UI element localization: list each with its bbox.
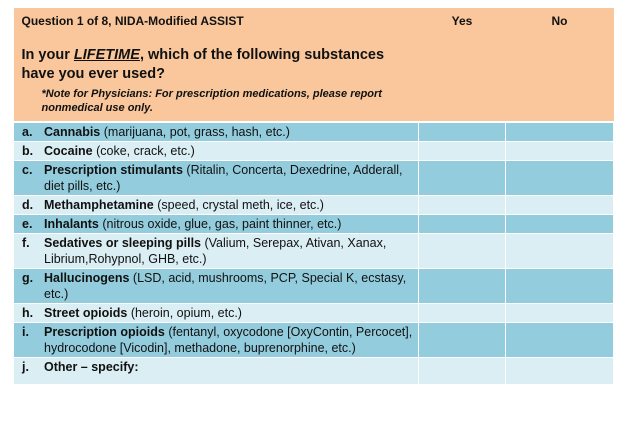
no-answer-cell[interactable]: [505, 233, 614, 269]
substance-examples: (LSD, acid, mushrooms, PCP, Special K, e…: [44, 271, 407, 301]
row-letter: h.: [22, 306, 34, 320]
substance-examples: (speed, crystal meth, ice, etc.): [153, 198, 324, 212]
substance-examples: (fentanyl, oxycodone [OxyContin, Percoce…: [44, 325, 413, 355]
yes-answer-cell[interactable]: [418, 357, 506, 385]
yes-answer-cell[interactable]: [418, 214, 506, 234]
no-answer-cell[interactable]: [505, 303, 614, 323]
yes-answer-cell[interactable]: [418, 233, 506, 269]
no-answer-cell[interactable]: [505, 322, 614, 358]
physician-note: *Note for Physicians: For prescription m…: [41, 88, 382, 114]
yes-answer-cell[interactable]: [418, 268, 506, 304]
substance-name: Methamphetamine: [44, 198, 154, 212]
substance-name: Prescription stimulants: [44, 163, 183, 177]
row-letter: i.: [22, 325, 29, 339]
row-letter: j.: [22, 360, 29, 374]
no-answer-cell[interactable]: [505, 214, 614, 234]
substance-row-f: f. Sedatives or sleeping pills (Valium, S…: [13, 233, 614, 269]
substance-name: Cocaine: [44, 144, 93, 158]
substance-row-d: d. Methamphetamine (speed, crystal meth, …: [13, 195, 614, 215]
substance-name: Street opioids: [44, 306, 128, 320]
no-column-header: No: [505, 8, 614, 123]
substance-row-a: a. Cannabis (marijuana, pot, grass, hash,…: [13, 121, 614, 142]
yes-answer-cell[interactable]: [418, 195, 506, 215]
no-answer-cell[interactable]: [505, 195, 614, 215]
assist-question-table: Question 1 of 8, NIDA-Modified ASSIST In…: [13, 8, 614, 385]
row-letter: d.: [22, 198, 34, 212]
substance-examples: (Ritalin, Concerta, Dexedrine, Adderall,…: [44, 163, 403, 193]
question-text: In your LIFETIME, which of the following…: [22, 46, 413, 84]
substance-name: Inhalants: [44, 217, 99, 231]
substance-row-g: g. Hallucinogens (LSD, acid, mushrooms, P…: [13, 268, 614, 304]
substance-row-e: e. Inhalants (nitrous oxide, glue, gas, p…: [13, 214, 614, 234]
lifetime-emphasis: LIFETIME: [73, 47, 140, 63]
row-letter: g.: [22, 271, 34, 285]
question-header: Question 1 of 8, NIDA-Modified ASSIST In…: [13, 8, 614, 123]
substance-name: Other – specify:: [44, 360, 139, 374]
substance-examples: (coke, crack, etc.): [92, 144, 195, 158]
row-letter: c.: [22, 163, 33, 177]
yes-answer-cell[interactable]: [418, 160, 506, 196]
substance-name: Hallucinogens: [44, 271, 130, 285]
substance-name: Cannabis: [44, 125, 101, 139]
yes-answer-cell[interactable]: [418, 141, 506, 161]
no-answer-cell[interactable]: [505, 141, 614, 161]
no-answer-cell[interactable]: [505, 268, 614, 304]
question-cell: Question 1 of 8, NIDA-Modified ASSIST In…: [13, 8, 419, 123]
substance-row-i: i. Prescription opioids (fentanyl, oxycod…: [13, 322, 614, 358]
question-prefix: In your: [21, 47, 74, 63]
substance-name: Prescription opioids: [44, 325, 165, 339]
yes-answer-cell[interactable]: [418, 303, 506, 323]
no-answer-cell[interactable]: [505, 121, 614, 142]
substance-examples: (heroin, opium, etc.): [127, 306, 242, 320]
row-letter: a.: [22, 125, 33, 139]
yes-answer-cell[interactable]: [418, 322, 506, 358]
row-letter: e.: [22, 217, 33, 231]
yes-column-header: Yes: [418, 8, 506, 123]
substance-row-c: c. Prescription stimulants (Ritalin, Conc…: [13, 160, 614, 196]
substance-examples: (Valium, Serepax, Ativan, Xanax, Librium…: [44, 236, 387, 266]
row-letter: f.: [22, 236, 30, 250]
substance-row-b: b. Cocaine (coke, crack, etc.): [13, 141, 614, 161]
substance-name: Sedatives or sleeping pills: [44, 236, 202, 250]
substance-examples: (nitrous oxide, glue, gas, paint thinner…: [98, 217, 342, 231]
row-letter: b.: [22, 144, 34, 158]
no-answer-cell[interactable]: [505, 357, 614, 385]
substance-examples: (marijuana, pot, grass, hash, etc.): [100, 125, 290, 139]
no-answer-cell[interactable]: [505, 160, 614, 196]
question-number: Question 1 of 8, NIDA-Modified ASSIST: [21, 14, 244, 28]
substance-row-h: h. Street opioids (heroin, opium, etc.): [13, 303, 614, 323]
yes-answer-cell[interactable]: [418, 121, 506, 142]
substance-row-j: j. Other – specify:: [13, 357, 614, 385]
question-suffix: , which of the following substances have…: [21, 47, 385, 82]
